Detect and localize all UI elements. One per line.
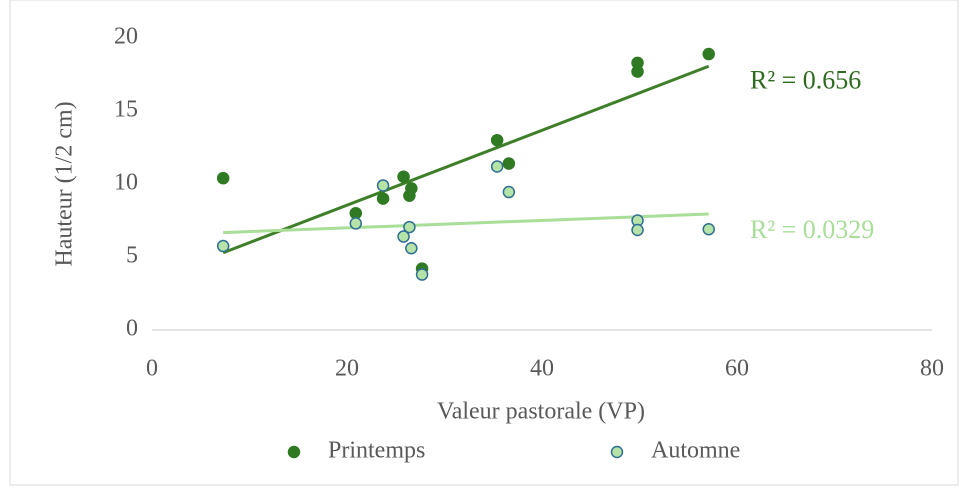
r2-label: R² = 0.656 <box>750 65 861 94</box>
point <box>403 220 416 234</box>
point <box>702 47 715 61</box>
legend-label: Automne <box>651 438 740 464</box>
y-axis-label: Hauteur (1/2 cm) <box>52 101 78 266</box>
point <box>631 65 644 78</box>
x-tick-label: 40 <box>530 356 554 382</box>
point <box>216 239 230 253</box>
trendline <box>223 212 709 235</box>
point <box>349 206 363 220</box>
trendline <box>222 64 710 255</box>
point <box>502 185 516 199</box>
y-tick-label: 5 <box>126 243 138 269</box>
point <box>415 268 429 281</box>
point <box>405 241 418 255</box>
y-tick-label: 0 <box>126 316 138 342</box>
point <box>397 230 410 243</box>
point <box>502 157 516 170</box>
y-tick-label: 15 <box>114 97 138 123</box>
point <box>397 170 410 183</box>
legend-marker <box>287 445 301 459</box>
x-axis-label: Valeur pastorale (VP) <box>437 399 645 425</box>
r2-label: R² = 0.0329 <box>750 215 874 244</box>
y-tick-label: 10 <box>114 170 138 196</box>
point <box>631 223 644 237</box>
x-tick-label: 80 <box>920 356 944 382</box>
point <box>490 133 504 147</box>
x-tick-label: 60 <box>725 356 749 382</box>
point <box>403 189 416 202</box>
point <box>349 217 363 230</box>
legend-label: Printemps <box>328 438 425 464</box>
y-tick-label: 20 <box>114 24 138 50</box>
legend-marker <box>610 445 624 459</box>
x-tick-label: 0 <box>146 356 158 382</box>
chart-frame <box>9 0 959 486</box>
point <box>490 160 504 173</box>
point <box>376 179 390 192</box>
x-tick-label: 20 <box>335 356 359 382</box>
point <box>702 223 715 236</box>
point <box>216 171 230 185</box>
point <box>376 192 390 205</box>
